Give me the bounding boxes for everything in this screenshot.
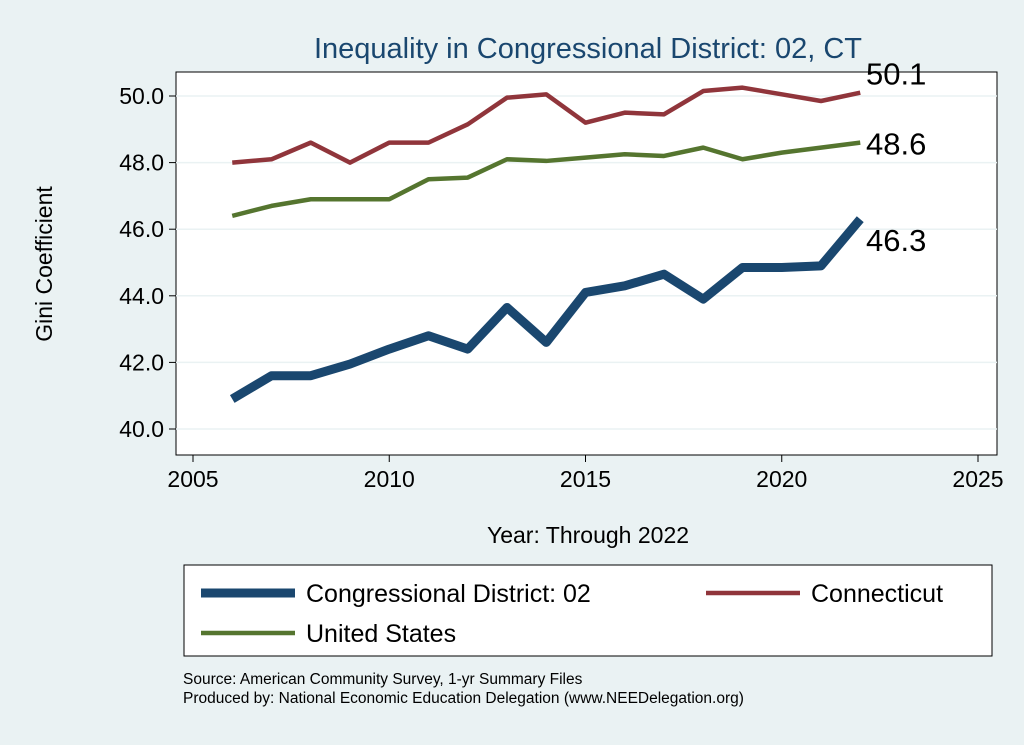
chart-title: Inequality in Congressional District: 02… [314, 33, 862, 65]
x-tick-label: 2015 [560, 466, 611, 492]
end-label-0: 46.3 [866, 223, 926, 258]
plot-area [175, 71, 998, 456]
y-tick-label: 50.0 [119, 83, 164, 109]
legend-label-0: Congressional District: 02 [306, 580, 591, 608]
produced-note: Produced by: National Economic Education… [183, 690, 744, 707]
series-line-0 [229, 216, 864, 403]
y-tick-label: 40.0 [119, 416, 164, 442]
source-note: Source: American Community Survey, 1-yr … [183, 671, 583, 688]
y-tick-label: 42.0 [119, 349, 164, 375]
end-label-2: 48.6 [866, 127, 926, 162]
end-label-1: 50.1 [866, 57, 926, 92]
y-tick-label: 46.0 [119, 216, 164, 242]
legend-box [183, 564, 993, 657]
series-line-2 [231, 140, 861, 219]
legend-label-2: United States [306, 620, 456, 648]
x-tick-label: 2025 [952, 466, 1003, 492]
y-tick-label: 44.0 [119, 283, 164, 309]
series-line-1 [232, 85, 861, 165]
x-axis-label: Year: Through 2022 [487, 522, 689, 548]
x-tick-label: 2010 [364, 466, 415, 492]
x-tick-label: 2005 [167, 466, 218, 492]
x-tick-label: 2020 [756, 466, 807, 492]
y-tick-label: 48.0 [119, 150, 164, 176]
y-axis-label: Gini Coefficient [31, 186, 57, 342]
legend-label-1: Connecticut [811, 580, 943, 608]
